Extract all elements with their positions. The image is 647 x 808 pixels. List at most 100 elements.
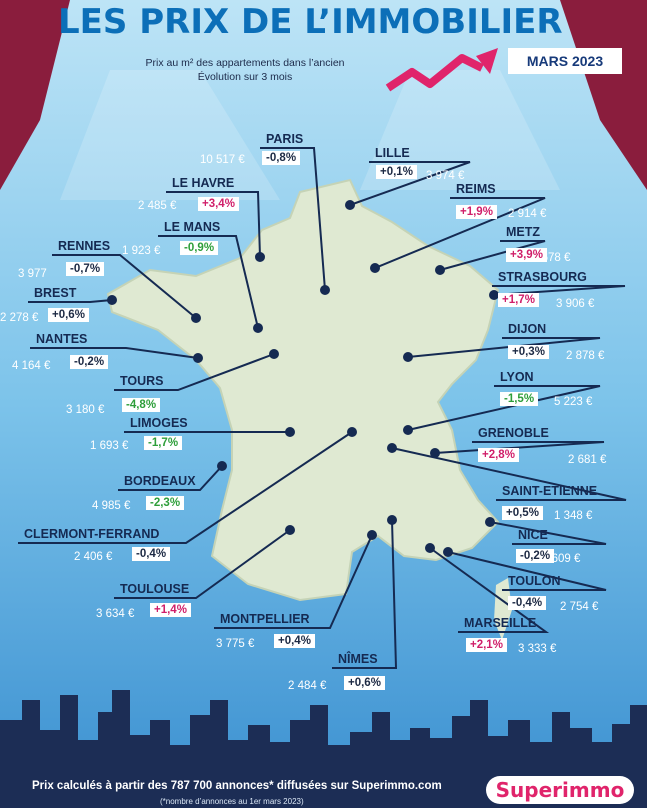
leader-line-grenoble <box>434 441 605 454</box>
leader-line-le-mans <box>158 235 259 329</box>
city-dot-bordeaux <box>217 461 227 471</box>
city-dot-le-mans <box>253 323 263 333</box>
city-name-rennes: RENNES <box>58 239 111 253</box>
city-price-brest: 2 278 € <box>0 312 39 324</box>
leader-line-tours <box>114 353 275 391</box>
city-name-clermont-ferrand: CLERMONT-FERRAND <box>24 527 160 541</box>
city-dot-le-havre <box>255 252 265 262</box>
leader-line-toulon <box>447 551 607 591</box>
right-curtain <box>560 0 647 190</box>
city-price-grenoble: 2 681 € <box>568 454 607 466</box>
city-change-brest: +0,6% <box>48 308 89 322</box>
city-name-montpellier: MONTPELLIER <box>220 612 310 626</box>
city-change-strasbourg: +1,7% <box>498 293 539 307</box>
leader-line-strasbourg <box>492 285 626 296</box>
city-change-rennes: -0,7% <box>66 262 105 276</box>
city-dot-nantes <box>193 353 203 363</box>
city-price-toulouse: 3 634 € <box>96 608 135 620</box>
city-price-clermont-ferrand: 2 406 € <box>74 551 113 563</box>
city-dot-nice <box>485 517 495 527</box>
city-dot-clermont-ferrand <box>347 427 357 437</box>
city-name-le-havre: LE HAVRE <box>172 176 235 190</box>
leader-line-lille <box>349 161 471 206</box>
city-price-le-mans: 1 923 € <box>122 245 161 257</box>
city-name-strasbourg: STRASBOURG <box>498 270 587 284</box>
city-dot-montpellier <box>367 530 377 540</box>
city-price-le-havre: 2 485 € <box>138 200 177 212</box>
leader-line-bordeaux <box>118 465 223 491</box>
city-dot-lyon <box>403 425 413 435</box>
footer-text: Prix calculés à partir des 787 700 annon… <box>32 780 442 792</box>
city-name-tours: TOURS <box>120 374 164 388</box>
city-dot-grenoble <box>430 448 440 458</box>
city-change-le-mans: -0,9% <box>180 241 219 255</box>
city-name-le-mans: LE MANS <box>164 220 221 234</box>
city-change-montpellier: +0,4% <box>274 634 315 648</box>
city-name-metz: METZ <box>506 225 541 239</box>
city-price-tours: 3 180 € <box>66 404 105 416</box>
city-dot-brest <box>107 295 117 305</box>
city-dot-nimes <box>387 515 397 525</box>
city-change-grenoble: +2,8% <box>478 448 519 462</box>
city-price-dijon: 2 878 € <box>566 350 605 362</box>
city-price-strasbourg: 3 906 € <box>556 298 595 310</box>
city-name-nimes: NÎMES <box>338 652 378 666</box>
city-change-nimes: +0,6% <box>344 676 385 690</box>
city-dot-strasbourg <box>489 290 499 300</box>
city-dot-saint-etienne <box>387 443 397 453</box>
city-change-dijon: +0,3% <box>508 345 549 359</box>
city-change-limoges: -1,7% <box>144 436 183 450</box>
city-price-nantes: 4 164 € <box>12 360 51 372</box>
city-change-lille: +0,1% <box>376 165 417 179</box>
leader-line-metz <box>439 240 546 271</box>
subtitle-price: Prix au m² des appartements dans l’ancie… <box>145 57 345 69</box>
city-change-marseille: +2,1% <box>466 638 507 652</box>
city-change-toulouse: +1,4% <box>150 603 191 617</box>
city-price-reims: 2 914 € <box>508 208 547 220</box>
city-dot-reims <box>370 263 380 273</box>
city-name-nantes: NANTES <box>36 332 88 346</box>
city-change-bordeaux: -2,3% <box>146 496 185 510</box>
city-price-toulon: 2 754 € <box>560 601 599 613</box>
city-change-nantes: -0,2% <box>70 355 109 369</box>
leader-line-lyon <box>407 385 601 431</box>
city-name-paris: PARIS <box>266 132 304 146</box>
city-name-bordeaux: BORDEAUX <box>124 474 196 488</box>
city-name-lille: LILLE <box>375 146 410 160</box>
city-name-dijon: DIJON <box>508 322 547 336</box>
city-price-rennes: 3 977 <box>18 268 47 280</box>
leader-line-nantes <box>30 347 199 359</box>
city-skyline <box>0 690 647 808</box>
city-dot-metz <box>435 265 445 275</box>
city-price-limoges: 1 693 € <box>90 440 129 452</box>
city-change-nice: -0,2% <box>516 549 555 563</box>
city-dot-lille <box>345 200 355 210</box>
city-dot-marseille <box>425 543 435 553</box>
trend-arrow-icon <box>385 54 484 92</box>
left-curtain <box>0 0 70 190</box>
city-change-clermont-ferrand: -0,4% <box>132 547 171 561</box>
city-dot-toulouse <box>285 525 295 535</box>
footer-footnote: (*nombre d’annonces au 1er mars 2023) <box>160 797 304 806</box>
leader-line-nice <box>489 521 607 545</box>
leader-line-paris <box>260 147 326 291</box>
city-name-lyon: LYON <box>500 370 534 384</box>
leader-line-montpellier <box>214 534 373 629</box>
subtitle-evolution: Évolution sur 3 mois <box>197 71 293 83</box>
leader-line-nimes <box>332 519 398 669</box>
city-change-saint-etienne: +0,5% <box>502 506 543 520</box>
leader-line-brest <box>28 299 113 303</box>
leader-line-toulouse <box>114 529 291 599</box>
city-dot-paris <box>320 285 330 295</box>
leader-line-rennes <box>52 254 197 319</box>
city-name-nice: NICE <box>518 528 548 542</box>
city-name-reims: REIMS <box>456 182 496 196</box>
city-dot-tours <box>269 349 279 359</box>
city-name-grenoble: GRENOBLE <box>478 426 549 440</box>
leader-line-marseille <box>429 547 550 633</box>
city-change-toulon: -0,4% <box>508 596 547 610</box>
leader-line-reims <box>374 197 546 269</box>
city-price-paris: 10 517 € <box>200 154 245 166</box>
city-name-toulon: TOULON <box>508 574 561 588</box>
